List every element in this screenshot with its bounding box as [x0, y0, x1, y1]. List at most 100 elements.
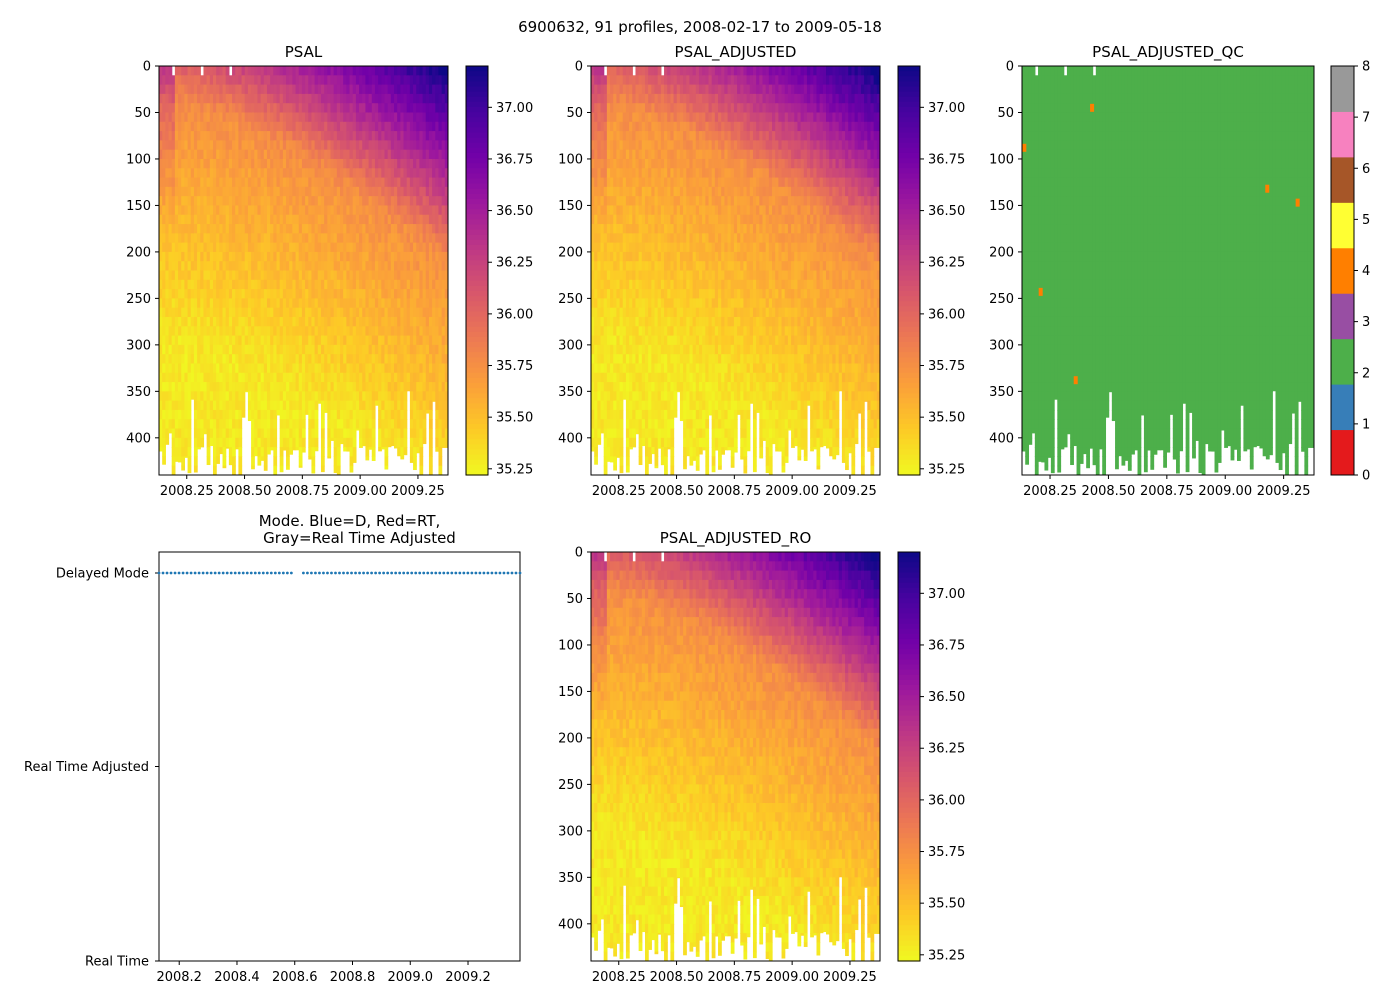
heatmap-cell	[409, 261, 414, 272]
heatmap-cell	[168, 233, 173, 244]
colorbar-segment	[466, 393, 488, 399]
heatmap-cell	[197, 261, 201, 272]
heatmap-cell	[206, 84, 211, 95]
heatmap-cell	[355, 131, 360, 141]
heatmap-cell	[600, 93, 605, 104]
heatmap-cell	[282, 168, 287, 179]
heatmap-cell	[625, 298, 630, 309]
heatmap-cell	[311, 428, 316, 439]
heatmap-cell	[212, 372, 217, 383]
heatmap-cell	[235, 372, 239, 383]
heatmap-cell	[238, 419, 243, 430]
heatmap-cell	[273, 158, 278, 169]
colorbar-segment	[466, 163, 488, 169]
heatmap-cell	[432, 66, 436, 76]
heatmap-cell	[301, 363, 306, 374]
heatmap-cell	[327, 66, 332, 76]
heatmap-cell	[273, 224, 278, 234]
heatmap-cell	[327, 316, 332, 327]
heatmap-cell	[171, 382, 176, 392]
heatmap-cell	[263, 298, 268, 309]
heatmap-cell	[610, 344, 614, 355]
heatmap-cell	[311, 242, 316, 253]
heatmap-cell	[336, 214, 341, 225]
heatmap-cell	[438, 316, 443, 327]
heatmap-cell	[181, 168, 186, 179]
colorbar-segment	[466, 244, 488, 251]
heatmap-cell	[603, 251, 608, 262]
heatmap-cell	[273, 447, 278, 458]
heatmap-cell	[295, 214, 300, 225]
heatmap-cell	[197, 177, 201, 188]
heatmap-cell	[279, 270, 284, 281]
heatmap-cell	[263, 84, 268, 95]
heatmap-cell	[428, 214, 433, 225]
heatmap-cell	[320, 456, 325, 467]
heatmap-cell	[209, 251, 214, 262]
heatmap-cell	[648, 437, 652, 448]
heatmap-cell	[333, 465, 338, 474]
heatmap-cell	[257, 93, 262, 104]
heatmap-cell	[394, 400, 398, 411]
heatmap-cell	[206, 261, 211, 272]
heatmap-cell	[203, 428, 208, 435]
heatmap-cell	[368, 344, 373, 355]
heatmap-cell	[606, 270, 611, 281]
heatmap-cell	[613, 242, 618, 253]
heatmap-cell	[286, 298, 290, 309]
heatmap-cell	[254, 382, 259, 392]
heatmap-cell	[616, 205, 621, 216]
heatmap-cell	[416, 391, 421, 402]
heatmap-cell	[616, 456, 621, 458]
heatmap-cell	[279, 437, 284, 448]
heatmap-cell	[384, 354, 389, 365]
colorbar-segment	[466, 188, 488, 195]
heatmap-cell	[346, 428, 351, 439]
heatmap-cell	[657, 391, 662, 402]
colorbar-segment	[466, 352, 488, 359]
y-tick-label: 300	[126, 338, 151, 353]
heatmap-cell	[219, 372, 224, 383]
heatmap-cell	[174, 307, 179, 318]
heatmap-cell	[594, 270, 598, 281]
heatmap-cell	[247, 307, 252, 318]
heatmap-cell	[597, 112, 602, 123]
heatmap-cell	[390, 261, 395, 272]
heatmap-cell	[664, 382, 668, 392]
heatmap-cell	[371, 428, 376, 439]
heatmap-cell	[416, 66, 421, 76]
heatmap-cell	[352, 168, 357, 179]
heatmap-cell	[184, 66, 189, 76]
heatmap-cell	[247, 391, 252, 402]
heatmap-cell	[327, 456, 332, 459]
heatmap-cell	[212, 428, 217, 439]
heatmap-cell	[346, 382, 351, 392]
heatmap-cell	[378, 112, 382, 123]
heatmap-cell	[171, 270, 176, 281]
heatmap-cell	[222, 103, 227, 114]
heatmap-cell	[162, 261, 166, 272]
heatmap-cell	[266, 177, 271, 188]
heatmap-cell	[286, 149, 290, 160]
heatmap-cell	[635, 214, 640, 225]
heatmap-cell	[292, 168, 297, 179]
heatmap-cell	[222, 298, 227, 309]
heatmap-cell	[641, 196, 646, 207]
heatmap-cell	[644, 242, 649, 253]
heatmap-cell	[632, 242, 637, 253]
heatmap-cell	[616, 261, 621, 272]
heatmap-cell	[317, 140, 322, 151]
heatmap-cell	[219, 363, 224, 374]
heatmap-cell	[355, 168, 360, 179]
heatmap-cell	[591, 112, 595, 123]
heatmap-cell	[368, 372, 373, 383]
heatmap-cell	[422, 84, 427, 95]
heatmap-cell	[203, 335, 208, 346]
heatmap-cell	[273, 307, 278, 318]
x-tick-label: 2009.25	[391, 484, 445, 499]
heatmap-cell	[216, 437, 220, 448]
heatmap-cell	[178, 335, 182, 346]
heatmap-cell	[644, 196, 649, 207]
heatmap-cell	[254, 307, 259, 318]
heatmap-cell	[330, 168, 335, 179]
